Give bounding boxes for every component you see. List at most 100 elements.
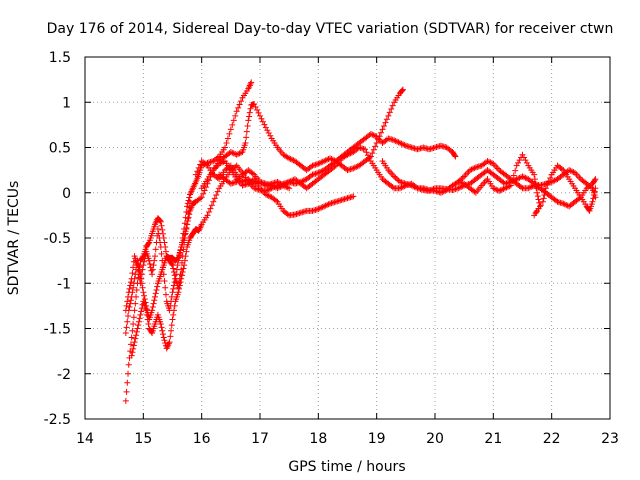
data-point xyxy=(382,119,389,126)
data-point xyxy=(321,203,328,210)
data-point xyxy=(569,168,576,175)
data-point xyxy=(124,318,131,325)
data-point xyxy=(265,192,272,199)
data-point xyxy=(226,163,233,170)
data-point xyxy=(226,130,233,137)
data-point xyxy=(184,221,191,228)
data-point xyxy=(156,235,163,241)
data-point xyxy=(534,193,541,200)
data-point xyxy=(203,184,210,191)
data-point xyxy=(318,159,325,166)
data-point xyxy=(287,178,294,185)
data-point xyxy=(254,106,261,113)
data-point xyxy=(347,150,354,157)
data-point xyxy=(558,165,565,172)
data-point xyxy=(227,126,234,133)
data-point xyxy=(181,235,188,241)
data-point xyxy=(378,129,385,136)
data-point xyxy=(322,157,329,164)
data-point xyxy=(316,205,323,212)
data-point xyxy=(158,250,165,257)
data-point xyxy=(410,183,417,190)
data-point xyxy=(248,79,255,86)
series-track-8 xyxy=(122,198,193,314)
data-point xyxy=(362,146,368,153)
data-point xyxy=(154,283,161,290)
data-point xyxy=(389,102,396,109)
data-point xyxy=(158,222,165,229)
data-point xyxy=(252,104,259,111)
data-point xyxy=(229,149,236,156)
data-point xyxy=(379,126,386,133)
y-axis-title: SDTVAR / TECUs xyxy=(6,181,22,296)
data-point xyxy=(455,185,462,192)
data-point xyxy=(205,208,212,215)
data-point xyxy=(401,142,408,149)
data-point xyxy=(551,177,558,184)
data-point xyxy=(507,182,514,189)
data-point xyxy=(394,176,401,183)
data-point xyxy=(126,304,133,311)
data-point xyxy=(124,298,131,305)
data-point xyxy=(162,291,169,298)
data-point xyxy=(183,224,190,231)
data-point xyxy=(242,139,249,146)
data-point xyxy=(567,167,574,174)
data-point xyxy=(151,297,158,304)
data-point xyxy=(471,188,478,195)
data-point xyxy=(169,316,176,323)
data-point xyxy=(286,185,293,192)
data-point xyxy=(257,112,263,119)
data-point xyxy=(273,197,280,204)
data-point xyxy=(152,290,159,297)
data-point xyxy=(166,307,173,314)
data-point xyxy=(545,178,552,185)
data-point xyxy=(143,307,150,314)
data-point xyxy=(176,250,183,257)
plot-frame xyxy=(84,56,611,420)
data-point xyxy=(230,117,237,124)
data-point xyxy=(168,261,175,268)
data-point xyxy=(286,178,293,185)
data-point xyxy=(182,228,189,235)
data-point xyxy=(542,188,549,195)
y-tick-label: 0 xyxy=(62,186,71,202)
data-point xyxy=(194,168,201,175)
data-point xyxy=(451,152,458,159)
data-point xyxy=(515,159,522,166)
data-point xyxy=(255,109,262,116)
data-point xyxy=(251,101,258,108)
data-point xyxy=(399,86,406,93)
data-point xyxy=(531,176,538,183)
data-point xyxy=(315,206,322,213)
data-point xyxy=(133,287,140,294)
data-point xyxy=(284,184,291,191)
data-point xyxy=(392,137,399,144)
data-point xyxy=(535,196,542,203)
data-point xyxy=(367,130,374,137)
data-point xyxy=(132,300,139,307)
data-point xyxy=(175,257,182,264)
data-point xyxy=(413,184,420,191)
data-point xyxy=(166,339,173,346)
data-point xyxy=(534,189,541,196)
data-point xyxy=(160,264,167,271)
data-point xyxy=(170,285,177,292)
data-point xyxy=(216,160,223,167)
data-point xyxy=(243,128,250,135)
data-point xyxy=(138,271,145,278)
data-point xyxy=(391,137,398,144)
data-point xyxy=(467,167,473,174)
data-point xyxy=(452,153,459,160)
data-point xyxy=(168,322,175,329)
data-point xyxy=(522,174,529,181)
data-point xyxy=(130,264,137,271)
data-point xyxy=(520,154,527,161)
data-point xyxy=(392,174,399,181)
data-point xyxy=(592,185,599,192)
data-point xyxy=(515,175,522,182)
data-point xyxy=(172,275,179,282)
grid-lines xyxy=(85,57,610,419)
y-tick-label: 0.5 xyxy=(49,141,71,157)
